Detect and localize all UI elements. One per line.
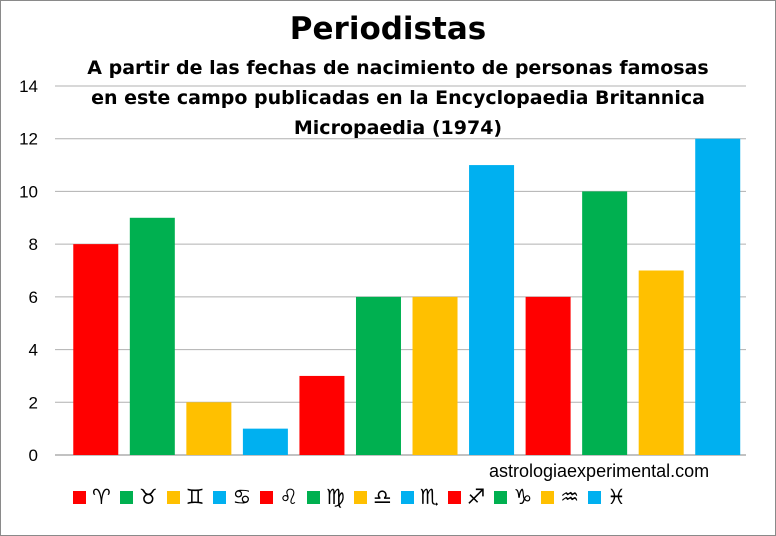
legend-swatch (307, 490, 321, 504)
legend-item: ♉ (119, 485, 158, 509)
legend-swatch (166, 490, 180, 504)
bar-7 (412, 296, 458, 455)
bar-11 (638, 270, 684, 455)
legend-item: ♌ (260, 485, 298, 509)
zodiac-glyph-icon: ♋ (232, 485, 252, 509)
legend-item: ♒ (541, 485, 579, 509)
legend-item: ♍ (307, 485, 345, 509)
bar-4 (242, 428, 288, 455)
legend-swatch (541, 490, 555, 504)
legend-swatch (73, 490, 86, 504)
y-tick-label: 2 (29, 393, 38, 412)
zodiac-glyph-icon: ♉ (138, 485, 158, 509)
chart-subtitle-line-3: Micropaedia (1974) (293, 117, 503, 139)
legend-swatch (400, 490, 414, 504)
bar-1 (73, 244, 119, 455)
legend-item: ♐ (447, 485, 486, 509)
legend-swatch (260, 490, 274, 504)
legend-swatch (119, 490, 133, 504)
zodiac-glyph-icon: ♓ (607, 485, 626, 509)
zodiac-glyph-icon: ♎ (372, 485, 392, 509)
y-tick-label: 0 (29, 446, 38, 465)
watermark: astrologiaexperimental.com (489, 461, 710, 481)
zodiac-glyph-icon: ♍ (326, 485, 345, 509)
legend-item: ♎ (353, 485, 392, 509)
legend-item: ♊ (166, 485, 205, 509)
zodiac-glyph-icon: ♌ (279, 485, 299, 509)
bar-8 (469, 165, 515, 456)
zodiac-glyph-icon: ♏ (419, 485, 439, 509)
bar-10 (582, 191, 628, 455)
zodiac-glyph-icon: ♐ (466, 485, 486, 509)
legend-item: ♋ (213, 485, 251, 509)
legend-item: ♓ (588, 485, 626, 509)
y-tick-label: 12 (19, 130, 38, 149)
bar-6 (355, 296, 401, 455)
legend-item: ♈ (73, 485, 111, 509)
legend-swatch (447, 490, 461, 504)
zodiac-glyph-icon: ♑ (513, 485, 533, 509)
chart-title: Periodistas (289, 11, 487, 47)
y-tick-label: 8 (29, 235, 38, 254)
legend-swatch (353, 490, 367, 504)
legend-swatch (494, 490, 508, 504)
legend-swatch (588, 490, 602, 504)
chart-subtitle-line-1: A partir de las fechas de nacimiento de … (87, 57, 709, 79)
chart-subtitle-line-2: en este campo publicadas en la Encyclopa… (91, 87, 705, 109)
bar-9 (525, 296, 571, 455)
bar-5 (299, 375, 345, 455)
legend: ♈ ♉ ♊ ♋ ♌ ♍ ♎ ♏ ♐ ♑ ♒ ♓ (73, 485, 635, 509)
bar-2 (129, 217, 175, 455)
legend-item: ♏ (400, 485, 439, 509)
bar-12 (695, 138, 741, 455)
zodiac-glyph-icon: ♊ (185, 485, 205, 509)
y-tick-label: 14 (19, 77, 38, 96)
y-tick-label: 4 (29, 341, 38, 360)
zodiac-glyph-icon: ♈ (92, 485, 111, 509)
bar-3 (186, 402, 232, 455)
legend-swatch (213, 490, 227, 504)
zodiac-glyph-icon: ♒ (560, 485, 580, 509)
y-tick-label: 10 (19, 182, 38, 201)
legend-item: ♑ (494, 485, 532, 509)
y-tick-label: 6 (29, 288, 38, 307)
